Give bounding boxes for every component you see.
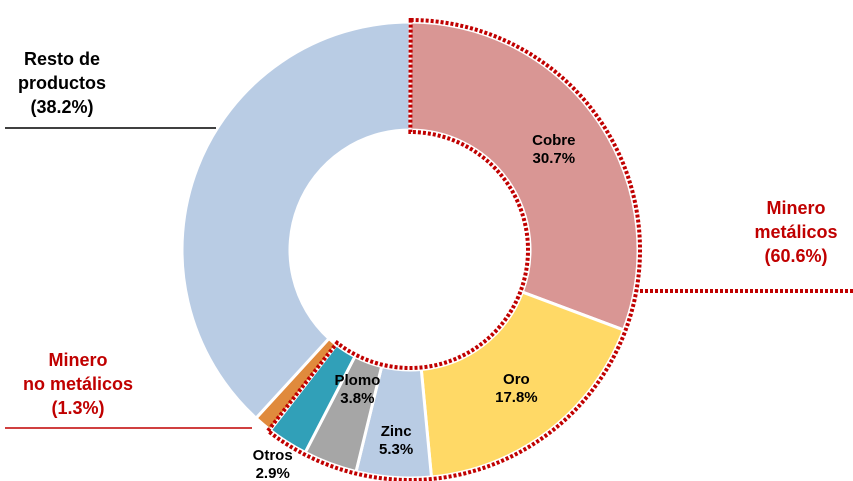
slice-label: Zinc 5.3% xyxy=(379,423,413,459)
group-label-text: (60.6%) xyxy=(764,246,828,266)
slice-label-text: 17.8% xyxy=(495,388,538,406)
donut-slice xyxy=(419,290,626,479)
outside-label-text: Minero no metálicos xyxy=(22,350,134,394)
slice-label: Plomo 3.8% xyxy=(334,372,380,408)
outside-label: Resto de productos (38.2%) xyxy=(18,47,106,119)
donut-slice xyxy=(180,20,412,421)
slice-label-text: Cobre xyxy=(532,132,576,150)
outside-label-text: Resto de productos xyxy=(18,49,106,93)
slice-label-text: 2.9% xyxy=(255,464,290,481)
slice-label: Otros 2.9% xyxy=(253,447,293,481)
group-label-text: Minero metálicos xyxy=(754,198,838,242)
slice-label: Oro 17.8% xyxy=(495,371,538,407)
slice-label-text: Otros xyxy=(252,446,293,464)
slice-label-text: 30.7% xyxy=(532,150,576,168)
slice-label-text: Plomo xyxy=(334,372,381,390)
slice-label-text: 5.3% xyxy=(379,441,414,459)
group-label: Minero metálicos (60.6%) xyxy=(754,196,837,268)
slice-label-text: Oro xyxy=(503,370,530,388)
outside-label: Minero no metálicos (1.3%) xyxy=(23,348,133,420)
outside-label-text: (1.3%) xyxy=(51,398,105,418)
slice-label-text: 3.8% xyxy=(340,390,375,408)
slice-label-text: Zinc xyxy=(380,423,412,441)
slice-label: Cobre 30.7% xyxy=(532,132,575,168)
outside-label-text: (38.2%) xyxy=(30,97,94,117)
